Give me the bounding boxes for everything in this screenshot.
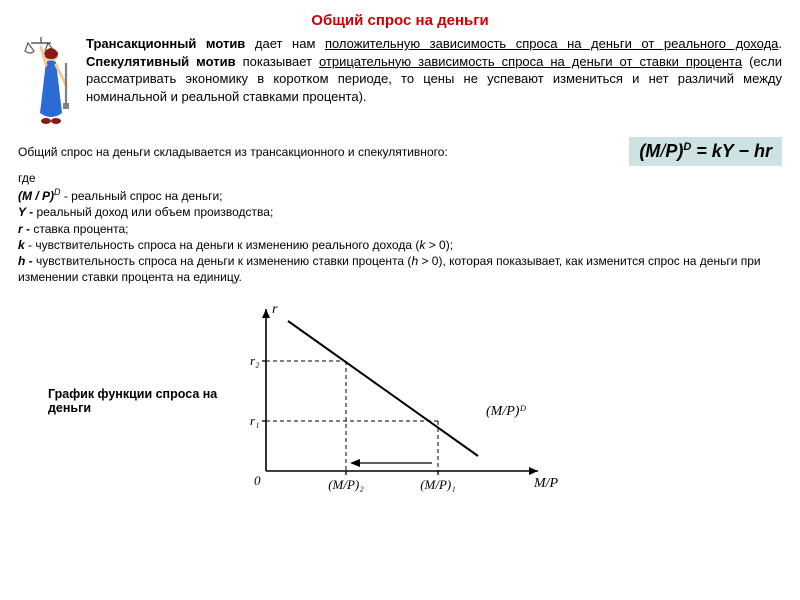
t: дает нам <box>245 36 325 51</box>
svg-text:(M/P)ᴰ: (M/P)ᴰ <box>486 404 526 419</box>
page-title: Общий спрос на деньги <box>18 12 782 29</box>
formula-lead-text: Общий спрос на деньги складывается из тр… <box>18 145 617 159</box>
intro-paragraph: Трансакционный мотив дает нам положитель… <box>18 35 782 129</box>
chart-caption: График функции спроса на деньги <box>18 387 218 415</box>
t: показывает <box>236 54 319 69</box>
definitions-block: где (M / P)D - реальный спрос на деньги;… <box>18 170 782 285</box>
svg-text:r₂: r₂ <box>250 353 260 368</box>
t: - чувствительность спроса на деньги к из… <box>25 238 420 252</box>
money-demand-formula: (M/P)D = kY − hr <box>629 137 782 166</box>
t: чувствительность спроса на деньги к изме… <box>33 254 412 268</box>
t: реальный доход или объем производства; <box>33 205 273 219</box>
t: . <box>778 36 782 51</box>
chart-area: График функции спроса на деньги r₁ r₂ 0 r M/… <box>18 291 782 511</box>
def-y: Y - реальный доход или объем производств… <box>18 204 782 220</box>
svg-text:r₁: r₁ <box>250 413 260 428</box>
underline-positive-dep: положительную зависимость спроса на день… <box>325 36 778 51</box>
svg-text:M/P: M/P <box>533 476 559 491</box>
svg-text:(M/P)₁: (M/P)₁ <box>420 477 456 492</box>
f: (M <box>639 141 660 161</box>
s: r - <box>18 222 30 236</box>
justice-figure-icon <box>18 35 78 129</box>
svg-text:(M/P)₂: (M/P)₂ <box>328 477 364 492</box>
f: = kY − hr <box>691 141 772 161</box>
t: ставка процента; <box>30 222 129 236</box>
term-speculative: Спекулятивный мотив <box>86 54 236 69</box>
f: P) <box>665 141 683 161</box>
money-demand-chart: r₁ r₂ 0 r M/P (M/P)₂ (M/P)₁ (M/P)ᴰ <box>218 291 578 511</box>
s: Y - <box>18 205 33 219</box>
svg-text:r: r <box>272 302 278 317</box>
def-mp: (M / P)D - реальный спрос на деньги; <box>18 186 782 204</box>
formula-row: Общий спрос на деньги складывается из тр… <box>18 137 782 166</box>
def-r: r - ставка процента; <box>18 221 782 237</box>
t: > 0); <box>425 238 453 252</box>
s: (M / P) <box>18 189 54 203</box>
s: k <box>18 238 25 252</box>
svg-text:0: 0 <box>254 473 261 488</box>
s: h - <box>18 254 33 268</box>
underline-negative-dep: отрицательную зависимость спроса на день… <box>319 54 742 69</box>
where-label: где <box>18 170 782 186</box>
def-k: k - чувствительность спроса на деньги к … <box>18 237 782 253</box>
term-transactional: Трансакционный мотив <box>86 36 245 51</box>
def-h: h - чувствительность спроса на деньги к … <box>18 253 782 285</box>
t: - реальный спрос на деньги; <box>61 189 223 203</box>
